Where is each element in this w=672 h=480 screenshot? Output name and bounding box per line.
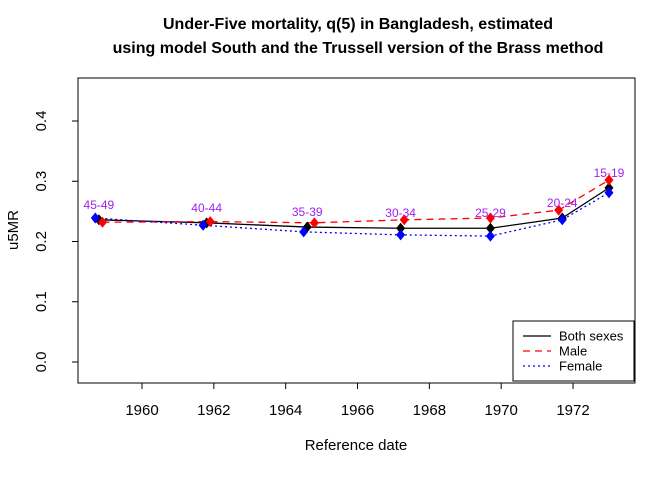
data-point-female <box>485 230 495 242</box>
data-point-male <box>485 212 495 224</box>
chart-title: Under-Five mortality, q(5) in Bangladesh… <box>113 13 604 61</box>
y-tick-label: 0.1 <box>33 291 50 312</box>
age-group-label: 20-24 <box>547 196 578 210</box>
x-tick-label: 1962 <box>197 402 230 419</box>
data-point-male <box>309 217 319 229</box>
data-point-male <box>399 214 409 226</box>
legend-label: Both sexes <box>559 329 624 344</box>
age-group-label: 45-49 <box>84 198 115 212</box>
data-point-both-sexes <box>396 222 406 234</box>
age-group-label: 15-19 <box>594 166 625 180</box>
series-line-female <box>95 192 610 237</box>
data-point-female <box>198 219 208 231</box>
y-tick-label: 0.3 <box>33 171 50 192</box>
data-point-female <box>396 229 406 241</box>
chart-title-line2: using model South and the Trussell versi… <box>112 40 604 57</box>
y-tick-label: 0.0 <box>33 352 50 373</box>
age-group-label: 30-34 <box>385 206 416 220</box>
data-point-female <box>299 226 309 238</box>
chart-title-line1: Under-Five mortality, q(5) in Bangladesh… <box>163 16 553 33</box>
legend-label: Female <box>559 359 602 374</box>
age-group-label: 40-44 <box>191 201 222 215</box>
data-point-male <box>97 216 107 228</box>
legend-label: Male <box>559 344 587 359</box>
series-line-male <box>102 179 610 224</box>
y-tick-label: 0.4 <box>33 111 50 132</box>
data-point-female <box>604 187 614 199</box>
legend-box <box>512 320 635 382</box>
y-axis-title: u5MR <box>5 210 22 250</box>
data-point-male <box>554 204 564 216</box>
x-tick-label: 1970 <box>485 402 518 419</box>
plot-box <box>77 77 636 384</box>
x-axis-title: Reference date <box>305 437 408 454</box>
data-point-female <box>557 214 567 226</box>
x-tick-label: 1966 <box>341 402 374 419</box>
x-tick-label: 1964 <box>269 402 302 419</box>
age-group-label: 35-39 <box>292 205 323 219</box>
x-tick-label: 1972 <box>556 402 589 419</box>
x-tick-label: 1960 <box>125 402 158 419</box>
data-point-both-sexes <box>485 222 495 234</box>
age-group-label: 25-29 <box>475 206 506 220</box>
data-point-male <box>604 174 614 186</box>
y-tick-label: 0.2 <box>33 231 50 252</box>
x-tick-label: 1968 <box>413 402 446 419</box>
data-point-female <box>90 212 100 224</box>
data-point-male <box>205 216 215 228</box>
